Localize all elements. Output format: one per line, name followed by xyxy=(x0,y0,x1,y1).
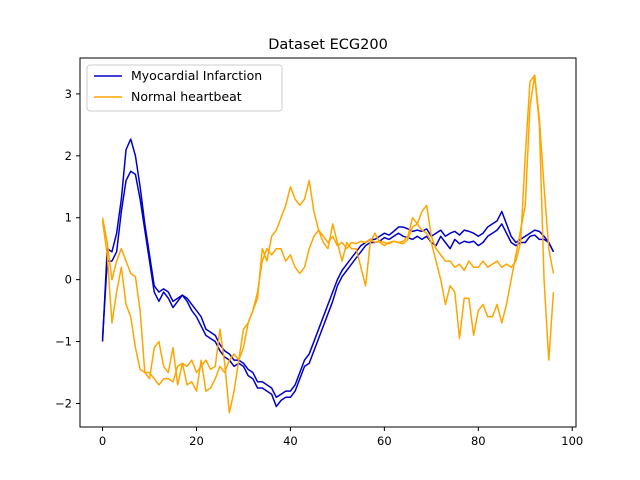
legend-label-myocardial: Myocardial Infarction xyxy=(131,68,262,83)
y-tick-label: 0 xyxy=(65,273,72,287)
legend-box xyxy=(86,64,283,112)
series-line-myocardial-infarction-0 xyxy=(101,138,555,399)
x-tick-label: 0 xyxy=(99,434,106,448)
y-tick-label: 2 xyxy=(65,149,72,163)
axes-frame xyxy=(79,57,577,428)
series-line-normal-heartbeat-2 xyxy=(101,74,555,414)
chart-title: Dataset ECG200 xyxy=(268,37,388,53)
axes: 0 20 40 60 80 100 −2 −1 0 1 2 3 xyxy=(55,57,583,448)
plot-area xyxy=(101,74,555,414)
series-line-normal-heartbeat-3 xyxy=(101,74,555,392)
legend-label-normal: Normal heartbeat xyxy=(131,89,242,104)
x-tick-label: 40 xyxy=(283,434,298,448)
x-tick-label: 100 xyxy=(561,434,583,448)
y-tick-label: 1 xyxy=(65,211,72,225)
y-tick-label: 3 xyxy=(65,87,72,101)
series-line-myocardial-infarction-1 xyxy=(101,170,555,408)
x-tick-label: 60 xyxy=(377,434,392,448)
x-tick-label: 20 xyxy=(189,434,204,448)
y-tick-label: −2 xyxy=(55,396,72,410)
legend: Myocardial Infarction Normal heartbeat xyxy=(86,64,283,112)
y-tick-label: −1 xyxy=(55,335,72,349)
x-tick-label: 80 xyxy=(471,434,486,448)
